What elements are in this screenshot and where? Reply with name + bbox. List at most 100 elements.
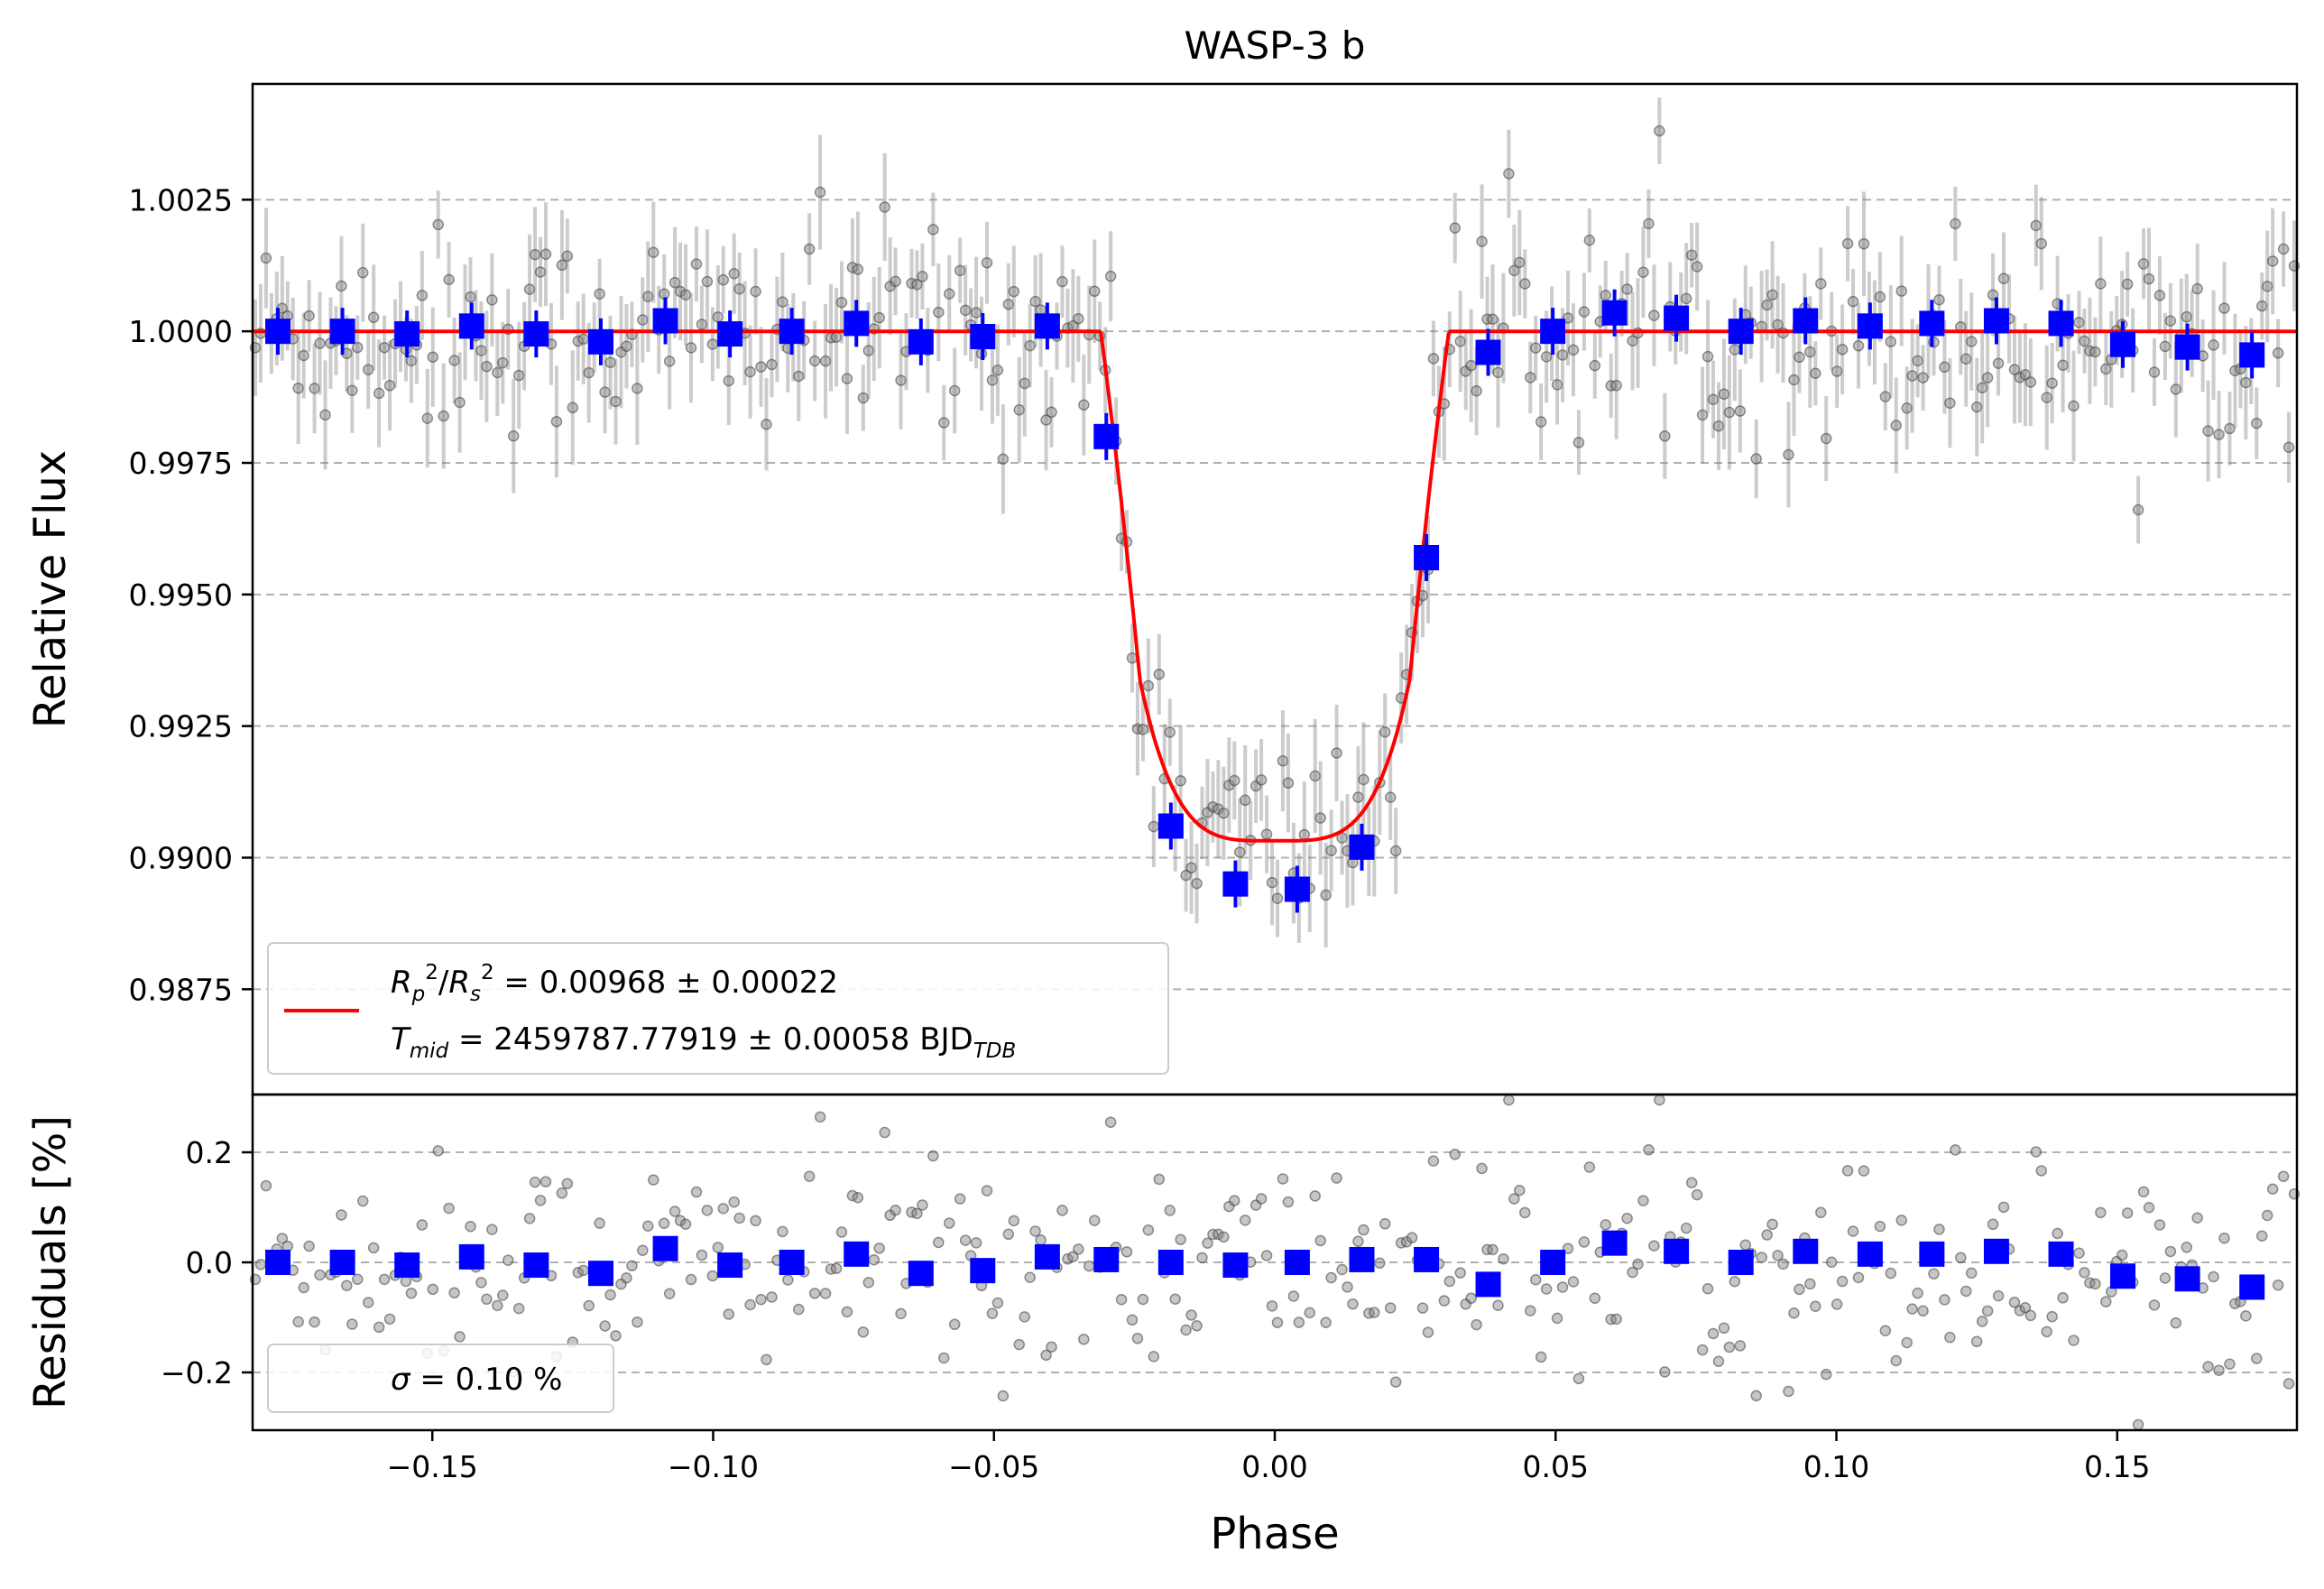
raw-flux-point (1783, 448, 1794, 461)
raw-flux-point (1680, 292, 1692, 305)
raw-flux-point (814, 186, 826, 199)
top-grid (253, 199, 2297, 991)
raw-residual-point (1788, 1307, 1800, 1319)
raw-residual-point (1153, 1173, 1166, 1186)
raw-residual-point (648, 1174, 659, 1186)
raw-residual-point (1970, 1335, 1983, 1348)
raw-residual-point (696, 1249, 708, 1261)
raw-residual-point (1024, 1271, 1036, 1283)
raw-residual-point (1766, 1218, 1778, 1231)
raw-flux-point (857, 392, 870, 404)
raw-residual-point (679, 1218, 692, 1230)
binned-residual-point (1793, 1238, 1819, 1264)
binned-residual-point (779, 1250, 805, 1275)
raw-flux-point (2019, 368, 2032, 381)
raw-flux-point (1325, 845, 1337, 856)
raw-residual-point (1858, 1165, 1870, 1177)
raw-residual-point (1847, 1225, 1859, 1237)
raw-residual-point (1572, 1372, 1585, 1385)
raw-residual-point (427, 1283, 439, 1296)
raw-residual-point (1271, 1316, 1284, 1328)
raw-residual-point (1820, 1368, 1832, 1381)
raw-residual-point (1955, 1252, 1967, 1264)
raw-residual-point (2095, 1206, 2107, 1219)
raw-residual-point (1836, 1275, 1849, 1288)
raw-flux-point (981, 256, 993, 269)
raw-flux-point (2159, 340, 2172, 353)
raw-flux-point (1024, 339, 1036, 352)
raw-residual-point (933, 1236, 945, 1249)
raw-residual-point (642, 1220, 654, 1232)
raw-flux-point (1981, 372, 1994, 383)
binned-flux-point (1793, 308, 1819, 334)
bottom-y-tick-label: 0.2 (186, 1135, 233, 1170)
raw-flux-point (373, 387, 385, 400)
raw-residual-point (1035, 1234, 1047, 1246)
raw-residual-point (2143, 1202, 2155, 1214)
bottom-legend: σ = 0.10 % (267, 1344, 614, 1413)
raw-residual-point (292, 1316, 304, 1328)
raw-flux-point (1503, 168, 1515, 180)
raw-flux-point (448, 355, 460, 366)
raw-flux-point (534, 266, 547, 278)
top-y-axis-label: Relative Flux (25, 450, 76, 729)
raw-residual-point (1841, 1165, 1854, 1177)
raw-flux-point (1525, 372, 1536, 383)
raw-flux-point (1556, 349, 1569, 361)
raw-flux-point (1309, 770, 1321, 782)
raw-residual-point (1492, 1299, 1504, 1312)
raw-residual-point (793, 1303, 805, 1316)
raw-residual-point (1374, 1257, 1386, 1270)
raw-residual-point (1912, 1287, 1923, 1299)
raw-residual-point (857, 1326, 870, 1338)
raw-residual-point (626, 1260, 638, 1272)
raw-residual-point (1535, 1351, 1547, 1363)
raw-residual-point (2024, 1309, 2037, 1322)
top-legend: Rp2/Rs2 = 0.00968 ± 0.00022 Tmid = 24597… (267, 942, 1169, 1075)
raw-residual-point (260, 1179, 272, 1192)
raw-residual-point (448, 1287, 460, 1299)
raw-residual-point (1906, 1303, 1918, 1315)
raw-residual-point (556, 1187, 568, 1199)
raw-flux-point (292, 382, 304, 394)
binned-flux-point (1857, 313, 1883, 339)
raw-flux-point (663, 356, 676, 367)
top-legend-tmid: Tmid = 2459787.77919 ± 0.00058 BJDTDB (391, 1021, 1016, 1063)
raw-residual-point (819, 1288, 832, 1299)
raw-flux-point (954, 264, 966, 277)
raw-residual-point (1331, 1172, 1342, 1184)
raw-flux-point (567, 402, 579, 414)
raw-residual-point (1287, 1290, 1300, 1302)
raw-flux-point (1465, 359, 1477, 372)
binned-residual-point (908, 1261, 934, 1287)
binned-residual-point (1983, 1238, 2009, 1264)
x-axis-label: Phase (1210, 1509, 1339, 1559)
raw-flux-point (1078, 399, 1090, 411)
raw-residual-point (373, 1321, 385, 1334)
raw-flux-point (362, 364, 374, 375)
raw-residual-point (755, 1293, 767, 1306)
raw-flux-point (2095, 278, 2107, 290)
raw-residual-point (927, 1150, 939, 1162)
raw-flux-point (1766, 289, 1778, 301)
raw-residual-point (2121, 1207, 2134, 1219)
raw-flux-point (346, 384, 358, 396)
raw-residual-point (1320, 1316, 1332, 1328)
raw-flux-point (492, 366, 503, 379)
raw-flux-point (1487, 313, 1499, 325)
binned-flux-point (844, 310, 870, 337)
raw-residual-point (2137, 1186, 2150, 1198)
raw-flux-point (1960, 353, 1972, 365)
x-tick-label: 0.10 (1803, 1449, 1869, 1484)
raw-flux-point (1723, 406, 1736, 419)
raw-residual-point (362, 1297, 374, 1308)
raw-residual-point (1454, 1267, 1466, 1279)
raw-residual-point (803, 1170, 816, 1182)
raw-flux-point (556, 259, 568, 272)
raw-flux-point (873, 311, 885, 324)
raw-residual-point (1696, 1344, 1709, 1356)
raw-residual-point (1525, 1305, 1536, 1316)
raw-residual-point (1997, 1201, 2010, 1214)
raw-flux-point (917, 271, 928, 282)
raw-flux-point (1841, 237, 1854, 250)
